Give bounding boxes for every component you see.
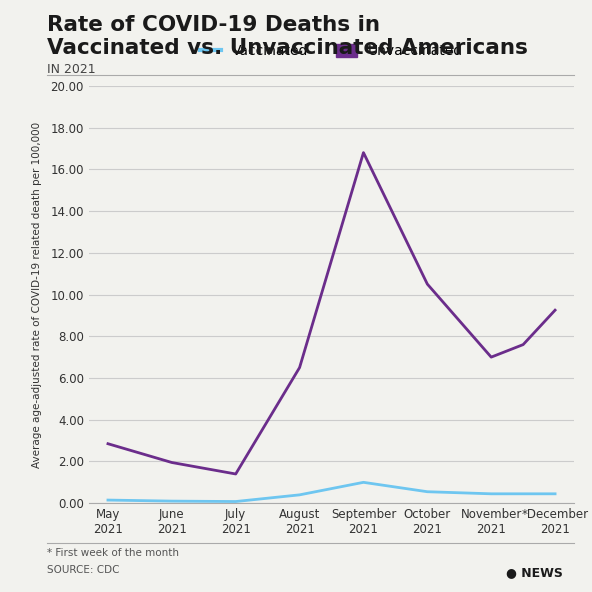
Text: SOURCE: CDC: SOURCE: CDC: [47, 565, 120, 575]
Y-axis label: Average age-adjusted rate of COVID-19 related death per 100,000: Average age-adjusted rate of COVID-19 re…: [32, 121, 42, 468]
Text: Rate of COVID-19 Deaths in: Rate of COVID-19 Deaths in: [47, 15, 381, 35]
Text: IN 2021: IN 2021: [47, 63, 96, 76]
Text: ● NEWS: ● NEWS: [506, 566, 562, 579]
Text: Vaccinated vs. Unvaccinated Americans: Vaccinated vs. Unvaccinated Americans: [47, 38, 528, 59]
Legend: Vaccinated, Unvaccinated: Vaccinated, Unvaccinated: [194, 38, 469, 63]
Text: * First week of the month: * First week of the month: [47, 548, 179, 558]
